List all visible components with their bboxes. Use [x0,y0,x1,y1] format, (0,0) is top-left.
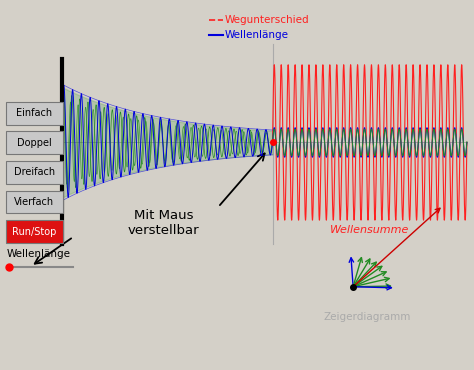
Text: Vierfach: Vierfach [14,197,55,207]
FancyBboxPatch shape [6,220,63,243]
FancyBboxPatch shape [6,131,63,154]
Text: Wellensumme: Wellensumme [330,225,410,235]
FancyBboxPatch shape [6,102,63,125]
Text: Mit Maus
verstellbar: Mit Maus verstellbar [128,209,200,237]
Text: Run/Stop: Run/Stop [12,226,56,237]
Text: Einfach: Einfach [16,108,53,118]
Text: Wegunterschied: Wegunterschied [225,15,310,26]
Text: Doppel: Doppel [17,138,52,148]
Text: Wellenlänge: Wellenlänge [225,30,289,40]
Text: Dreifach: Dreifach [14,167,55,178]
FancyBboxPatch shape [6,191,63,213]
Text: Wellenlänge: Wellenlänge [7,249,71,259]
Text: Zeigerdiagramm: Zeigerdiagramm [324,312,411,322]
FancyBboxPatch shape [6,161,63,184]
